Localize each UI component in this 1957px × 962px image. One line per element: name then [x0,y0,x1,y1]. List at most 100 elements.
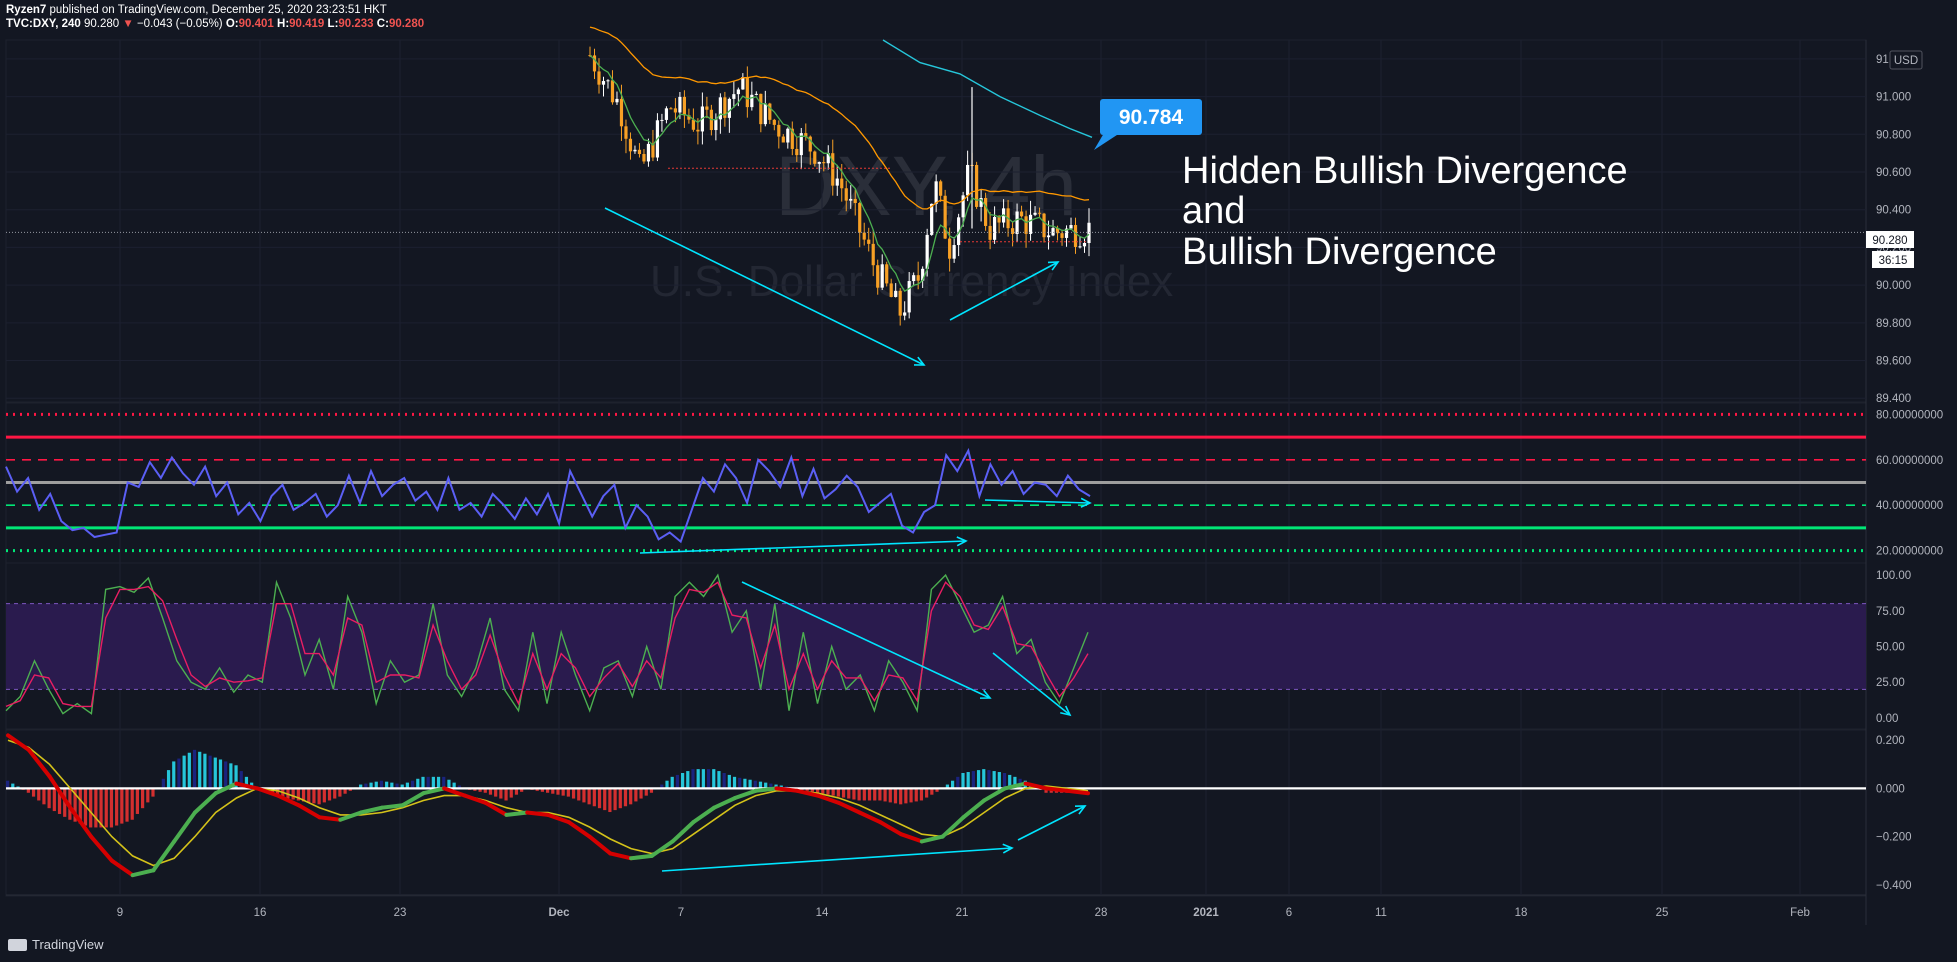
macd-histogram-bar [276,788,280,797]
candle-body [1078,246,1082,248]
divergence-arrowhead [956,536,968,547]
macd-histogram-bar [847,788,851,799]
macd-line-segment [546,812,571,825]
candle-body [1069,225,1073,229]
macd-histogram-bar [115,788,119,826]
macd-histogram-bar [343,788,347,794]
time-tick-label: 6 [1286,907,1292,919]
time-tick-label: 11 [1375,907,1387,919]
macd-histogram-bar [109,788,114,828]
chart-canvas[interactable]: DXY, 4h U.S. Dollar Currency Index 9 16 23… [0,0,1957,925]
macd-histogram-bar [717,771,721,789]
macd-line-segment [940,815,966,839]
tradingview-logo[interactable]: TradingView [8,937,104,952]
macd-line-segment [525,810,550,817]
macd-histogram-bar [42,788,46,805]
macd-histogram-bar [805,788,809,791]
candle-body [921,268,925,281]
candle-body [727,98,731,118]
candle-body [1010,228,1015,234]
macd-histogram-bar [644,788,648,796]
currency-badge[interactable] [1889,50,1923,70]
publish-line: Ryzen7 published on TradingView.com, Dec… [6,4,387,16]
macd-line-segment [276,793,301,808]
macd-line-segment [566,820,592,839]
macd-histogram-bar [312,788,316,804]
macd-tick-label: 0.000 [1876,783,1905,795]
price-callout-pointer [1094,133,1120,150]
candle-body [835,178,839,186]
stoch-d-line [5,581,1089,708]
candle-body [651,143,655,158]
macd-histogram-bar [457,785,461,789]
macd-pane[interactable] [5,729,1867,897]
macd-line-segment [47,774,73,810]
candle-body [898,290,902,316]
candle-body [592,55,597,72]
candle-body [948,238,952,259]
macd-histogram-bar [587,788,591,805]
candle-body [673,108,678,113]
candle-body [822,162,826,164]
time-tick-label: 7 [678,907,684,919]
symbol-label[interactable]: TVC:DXY, 240 [6,18,81,30]
macd-line-segment [1002,781,1028,791]
macd-histogram-bar [862,788,866,801]
candle-body [1015,211,1019,234]
macd-line-segment [442,786,467,798]
price-tick-label: 90.800 [1876,129,1911,141]
candle-body [889,283,893,297]
candle-body [1087,222,1091,243]
macd-histogram-bar [551,788,555,794]
stoch-tick-label: 25.00 [1876,677,1905,689]
candle-body [939,181,943,196]
macd-histogram-bar [473,788,477,791]
candle-body [714,119,718,131]
low-value: 90.233 [338,18,374,30]
macd-histogram-bar [452,782,456,789]
macd-histogram-bar [878,788,882,801]
macd-line-segment [359,805,384,815]
rsi-line [5,447,1091,544]
macd-histogram-bar [431,776,435,789]
candle-body [907,281,911,313]
candle-body [606,80,610,82]
macd-histogram-bar [909,788,913,803]
divergence-arrow [1017,805,1086,841]
macd-histogram-bar [961,772,965,789]
macd-histogram-bar [597,788,602,809]
macd-histogram-bar [629,788,633,805]
macd-histogram-bar [561,788,565,796]
macd-histogram-bar [198,751,202,789]
macd-histogram-bar [31,788,36,797]
annotation-line-1: Hidden Bullish Divergence [1182,150,1628,192]
macd-histogram-bar [992,771,996,789]
annotation-line-3: Bullish Divergence [1182,231,1497,273]
macd-histogram-bar [478,788,482,792]
close-value: 90.280 [388,18,425,30]
candle-body [664,108,669,120]
ema-slow-line [882,39,1093,138]
macd-histogram-bar [888,788,892,803]
macd-histogram-bar [603,788,607,811]
macd-histogram-bar [852,788,856,800]
macd-line-segment [172,810,197,844]
candle-body [1073,225,1078,247]
macd-histogram-bar [997,772,1001,789]
price-callout-box[interactable] [1100,99,1202,135]
macd-histogram-bar [359,784,363,789]
macd-histogram-bar [691,769,695,789]
price-tick-label: 90.400 [1876,205,1911,217]
macd-histogram-bar [520,788,524,792]
macd-histogram-bar [810,788,815,792]
macd-histogram-bar [291,788,295,800]
macd-histogram-bar [504,788,508,801]
candle-body [952,245,956,259]
time-tick-label: 2021 [1193,907,1219,919]
divergence-arrow [992,652,1071,716]
macd-line-segment [234,781,260,791]
macd-line-segment [982,786,1007,803]
author-name[interactable]: Ryzen7 [6,4,47,16]
macd-histogram-bar [748,779,752,789]
low-label: L: [327,18,339,30]
